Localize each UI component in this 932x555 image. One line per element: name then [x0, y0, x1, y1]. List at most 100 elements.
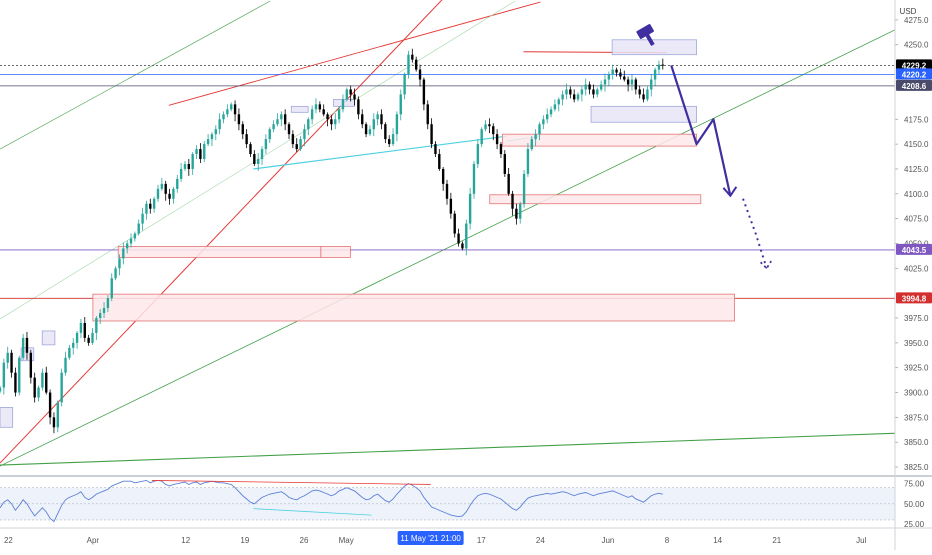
candle-body-123: [472, 163, 476, 194]
time-axis[interactable]: 22 Apr 12 19 26 May 17 24 Jun 8 14 21 Jul 11 May '21 …: [4, 531, 867, 545]
candle-body-143: [549, 109, 553, 115]
candle-body-114: [438, 154, 441, 169]
candle-body-46: [176, 178, 179, 189]
candle-body-31: [118, 258, 121, 269]
price-badge-value-0: 4229.2: [902, 61, 927, 70]
candle-body-95: [364, 124, 368, 135]
price-tick-label-6: 3975.0: [904, 314, 929, 323]
candle-body-158: [607, 74, 611, 80]
candle-body-106: [407, 54, 410, 75]
price-tick-label-12: 4125.0: [904, 165, 929, 174]
candle-body-144: [553, 104, 557, 110]
candle-body-166: [638, 89, 641, 95]
candle-body-39: [149, 203, 152, 209]
candle-body-89: [341, 99, 345, 110]
candle-body-48: [183, 163, 187, 169]
candle-body-10: [37, 387, 40, 398]
candle-body-26: [98, 313, 102, 319]
candle-body-124: [476, 144, 480, 164]
rsi-cyan-divergence: [253, 508, 372, 516]
candle-body-92: [353, 94, 356, 100]
price-tick-label-11: 4100.0: [904, 190, 929, 199]
candle-body-151: [580, 89, 584, 95]
candle-body-78: [299, 139, 302, 150]
zone-11: [0, 407, 14, 428]
candle-body-61: [233, 104, 237, 115]
candle-body-163: [626, 79, 630, 85]
price-badge-bg-1: [896, 68, 932, 80]
rsi-pane[interactable]: 25.00 50.00 75.00: [0, 480, 925, 529]
candle-body-17: [64, 357, 67, 373]
candle-body-65: [249, 144, 252, 155]
time-label-0: 22: [4, 536, 13, 545]
candle-body-99: [380, 114, 383, 125]
candle-body-42: [160, 183, 164, 189]
candle-body-145: [557, 99, 560, 105]
red-channel-line: [0, 0, 443, 464]
candle-body-103: [395, 114, 399, 135]
candle-body-35: [133, 233, 137, 239]
candle-body-101: [388, 139, 391, 145]
price-tick-label-5: 3950.0: [904, 339, 929, 348]
candle-body-135: [519, 203, 522, 219]
candle-body-128: [492, 126, 495, 135]
candle-body-159: [611, 69, 614, 75]
candle-body-16: [60, 372, 63, 403]
price-tick-label-17: 4250.0: [904, 41, 929, 50]
candle-body-97: [372, 119, 375, 130]
time-label-11: 21: [772, 536, 781, 545]
price-badge-4: 3994.8: [896, 292, 932, 304]
candle-body-127: [488, 124, 491, 127]
candle-body-105: [403, 74, 406, 95]
candle-body-161: [619, 72, 622, 77]
candle-body-12: [45, 372, 48, 393]
time-highlight-bg: [397, 531, 464, 545]
candle-body-51: [195, 149, 198, 155]
candle-body-157: [603, 79, 607, 85]
candle-body-147: [565, 89, 568, 95]
candle-body-62: [237, 114, 241, 125]
candle-body-81: [310, 109, 314, 120]
candle-body-168: [646, 89, 649, 100]
candle-body-131: [503, 154, 507, 174]
candle-body-69: [264, 139, 268, 150]
zone-1: [590, 105, 697, 123]
price-axis[interactable]: 3825.0 3850.0 3875.0 3900.0 3925.0 3950.0 3975…: [895, 16, 932, 472]
candle-body-83: [318, 104, 322, 110]
candle-body-91: [349, 89, 352, 95]
candle-body-171: [657, 64, 661, 70]
candle-body-129: [495, 134, 499, 145]
time-label-8: Jun: [601, 536, 614, 545]
candle-body-152: [584, 84, 587, 90]
time-label-5: May: [339, 536, 354, 545]
candle-body-41: [156, 188, 160, 199]
candle-body-100: [384, 124, 387, 140]
candle-body-137: [526, 149, 530, 174]
candle-body-38: [145, 203, 148, 214]
candle-body-154: [592, 89, 595, 95]
candle-body-122: [468, 193, 472, 224]
candle-body-126: [484, 124, 487, 130]
candle-body-79: [303, 129, 306, 140]
price-badge-bg-4: [896, 292, 932, 304]
candle-body-119: [457, 233, 460, 244]
candle-body-172: [661, 64, 665, 66]
price-badge-bg-2: [896, 79, 932, 91]
candle-body-23: [87, 337, 90, 343]
rsi-line: [0, 479, 663, 523]
price-tick-label-14: 4175.0: [904, 115, 929, 124]
candle-body-36: [137, 223, 140, 234]
candle-body-43: [164, 183, 167, 194]
candle-body-44: [168, 193, 171, 199]
candle-body-71: [272, 124, 275, 130]
candle-body-28: [106, 298, 110, 309]
zone-6: [92, 293, 735, 322]
candle-body-153: [588, 84, 591, 90]
candle-body-14: [52, 417, 56, 428]
candle-body-74: [283, 114, 287, 125]
price-pane[interactable]: [0, 0, 895, 467]
candle-body-77: [295, 144, 298, 150]
candle-body-57: [218, 119, 221, 130]
